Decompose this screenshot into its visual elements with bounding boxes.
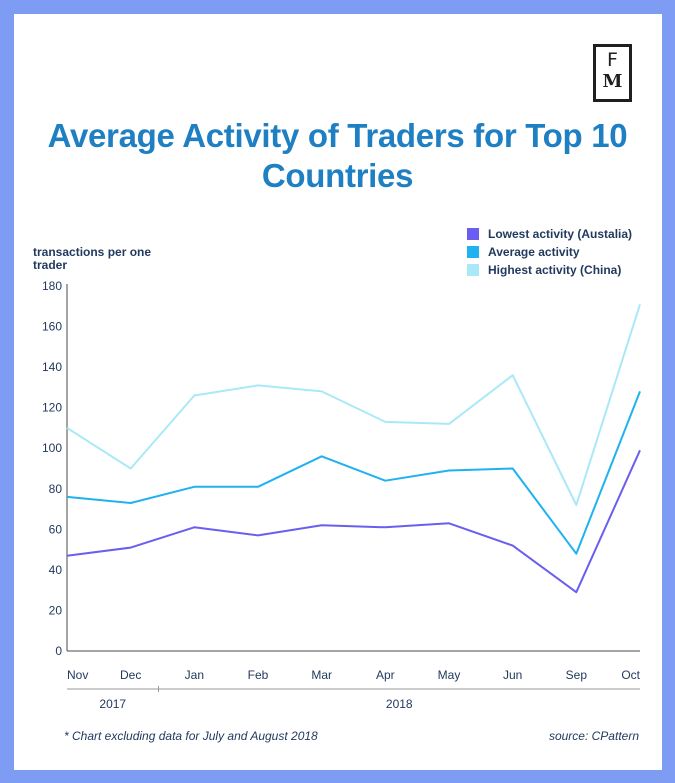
legend-label-highest: Highest activity (China) <box>488 263 622 277</box>
legend-item-average: Average activity <box>467 243 632 261</box>
footnote: * Chart excluding data for July and Augu… <box>64 729 318 743</box>
series-line-lowest <box>66 449 641 594</box>
x-tick-label: Jan <box>185 668 204 682</box>
x-tick-label: Mar <box>311 668 332 682</box>
legend-item-highest: Highest activity (China) <box>467 261 632 279</box>
x-tick-label: Feb <box>248 668 269 682</box>
y-tick-label: 60 <box>49 522 63 536</box>
source-note: source: CPattern <box>548 729 639 743</box>
legend-label-average: Average activity <box>488 245 580 259</box>
y-axis-label: transactions per one trader <box>33 245 152 272</box>
year-label-2017: 2017 <box>99 697 126 711</box>
x-tick-label: Nov <box>67 668 88 682</box>
chart-card <box>14 14 662 770</box>
legend-swatch-lowest <box>467 228 479 240</box>
y-tick-label: 40 <box>49 563 63 577</box>
y-tick-label: 80 <box>49 482 63 496</box>
y-tick-label: 180 <box>42 279 62 293</box>
x-tick-label: Sep <box>566 668 588 682</box>
y-tick-label: 0 <box>55 644 62 658</box>
series-line-highest <box>66 303 641 506</box>
x-tick-label: Dec <box>120 668 141 682</box>
y-tick-label: 20 <box>49 603 63 617</box>
x-tick-label: Apr <box>376 668 395 682</box>
legend-swatch-average <box>467 246 479 258</box>
year-label-2018: 2018 <box>386 697 413 711</box>
legend-label-lowest: Lowest activity (Austalia) <box>488 227 633 241</box>
x-tick-label: May <box>438 668 461 682</box>
logo-letter-top: F <box>607 49 618 71</box>
y-tick-label: 140 <box>42 360 62 374</box>
legend-swatch-highest <box>467 264 479 276</box>
logo-letter-bottom: M <box>602 71 623 92</box>
y-tick-label: 160 <box>42 320 62 334</box>
fm-logo: F M <box>593 44 632 102</box>
chart-legend: Lowest activity (Austalia) Average activ… <box>467 225 632 279</box>
series-line-average <box>66 391 641 555</box>
chart-title: Average Activity of Traders for Top 10 C… <box>47 117 628 194</box>
x-tick-label: Oct <box>621 668 640 682</box>
legend-item-lowest: Lowest activity (Austalia) <box>467 225 632 243</box>
x-tick-label: Jun <box>503 668 522 682</box>
y-tick-label: 100 <box>42 441 62 455</box>
y-tick-label: 120 <box>42 401 62 415</box>
